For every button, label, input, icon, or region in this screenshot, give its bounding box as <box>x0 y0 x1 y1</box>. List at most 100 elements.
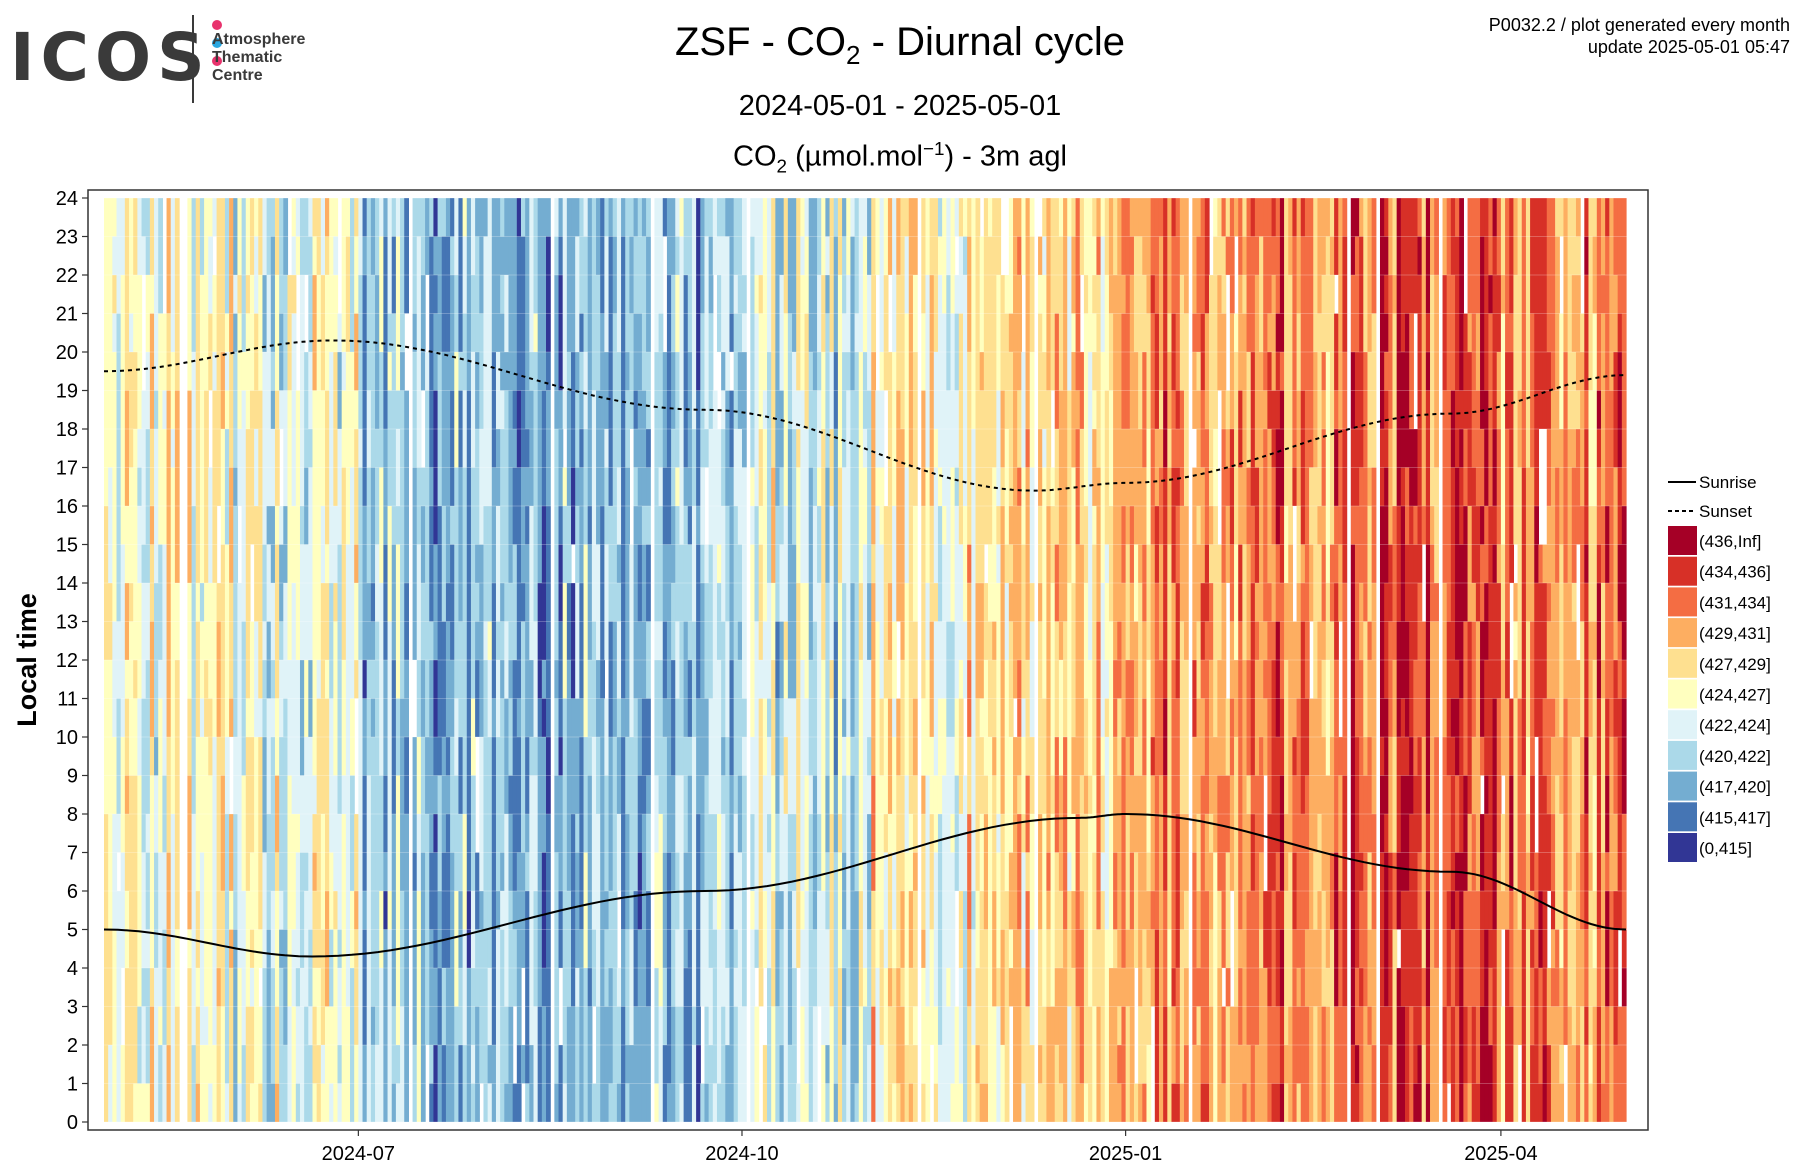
heatmap-cell <box>625 198 630 237</box>
heatmap-cell <box>1267 198 1273 314</box>
heatmap-cell <box>725 852 731 968</box>
heatmap-cell <box>942 544 947 660</box>
heatmap-cell <box>687 891 693 930</box>
heatmap-cell <box>1063 737 1068 776</box>
heatmap-cell <box>295 198 301 237</box>
heatmap-cell <box>1446 198 1452 237</box>
heatmap-cell <box>1363 506 1369 545</box>
heatmap-cell <box>1517 698 1523 814</box>
heatmap-cell <box>1300 698 1306 814</box>
heatmap-cell <box>779 390 785 468</box>
heatmap-cell <box>495 929 501 1007</box>
heatmap-cell <box>579 467 585 583</box>
heatmap-cell <box>224 968 230 1084</box>
heatmap-cell <box>1229 621 1235 699</box>
update-stamp: update 2025-05-01 05:47 <box>1587 37 1790 57</box>
heatmap-cell <box>433 1045 439 1122</box>
heatmap-cell <box>520 583 526 622</box>
heatmap-cell <box>1542 544 1548 583</box>
heatmap-cell <box>1475 621 1481 660</box>
heatmap-cell <box>337 1045 343 1084</box>
heatmap-cell <box>1108 313 1114 391</box>
heatmap-cell <box>1171 390 1177 429</box>
heatmap-cell <box>1088 275 1093 352</box>
heatmap-cell <box>375 737 380 814</box>
heatmap-cell <box>1563 198 1569 237</box>
heatmap-cell <box>671 198 676 275</box>
heatmap-cell <box>254 198 259 237</box>
heatmap-cell <box>129 198 134 275</box>
heatmap-cell <box>354 891 359 930</box>
title-sub: 2 <box>846 40 861 70</box>
heatmap-cell <box>1509 352 1515 468</box>
heatmap-cell <box>1484 660 1489 776</box>
heatmap-cell <box>975 352 981 391</box>
heatmap-cell <box>783 737 789 814</box>
heatmap-cell <box>1509 198 1515 314</box>
heatmap-cell <box>608 313 614 391</box>
heatmap-cell <box>1288 1006 1294 1122</box>
heatmap-cell <box>1384 929 1389 968</box>
heatmap-cell <box>654 1083 660 1122</box>
heatmap-cell <box>254 814 259 891</box>
heatmap-cell <box>933 852 939 968</box>
heatmap-cell <box>875 698 881 737</box>
heatmap-cell <box>1338 891 1344 968</box>
heatmap-cell <box>1008 852 1014 891</box>
heatmap-cell <box>1242 1045 1248 1084</box>
heatmap-cell <box>979 352 985 391</box>
heatmap-cell <box>725 506 731 622</box>
heatmap-cell <box>908 544 914 622</box>
heatmap-cell <box>229 968 234 1007</box>
heatmap-cell <box>1430 544 1435 622</box>
heatmap-cell <box>333 198 339 237</box>
heatmap-cell <box>1150 467 1156 545</box>
heatmap-cell <box>387 1006 393 1122</box>
heatmap-cell <box>1054 429 1060 545</box>
heatmap-cell <box>450 236 455 275</box>
heatmap-cell <box>195 1083 201 1122</box>
heatmap-cell <box>1500 660 1506 776</box>
heatmap-cell <box>1425 660 1431 699</box>
heatmap-cell <box>1505 429 1510 545</box>
heatmap-cell <box>291 1006 297 1045</box>
heatmap-cell <box>158 1045 163 1122</box>
legend-swatch <box>1668 771 1697 801</box>
heatmap-cell <box>1083 583 1089 660</box>
heatmap-cell <box>345 775 351 891</box>
heatmap-cell <box>525 467 530 506</box>
heatmap-cell <box>1071 775 1077 814</box>
heatmap-cell <box>1271 660 1277 776</box>
heatmap-cell <box>495 352 501 429</box>
heatmap-cell <box>954 583 960 699</box>
heatmap-cell <box>1534 698 1540 737</box>
heatmap-cell <box>220 621 226 660</box>
heatmap-cell <box>1550 1006 1556 1084</box>
heatmap-cell <box>1434 1045 1439 1122</box>
heatmap-cell <box>1563 467 1569 583</box>
heatmap-cell <box>1004 544 1010 583</box>
heatmap-cell <box>1088 929 1093 1007</box>
heatmap-cell <box>954 275 960 314</box>
heatmap-cell <box>821 352 826 391</box>
heatmap-cell <box>662 352 668 468</box>
heatmap-cell <box>992 737 997 776</box>
heatmap-cell <box>1200 814 1206 930</box>
heatmap-cell <box>462 814 468 930</box>
heatmap-cell <box>1075 737 1081 814</box>
heatmap-cell <box>274 275 280 391</box>
heatmap-cell <box>988 1083 993 1122</box>
heatmap-cell <box>249 390 255 429</box>
heatmap-cell <box>108 814 113 930</box>
heatmap-cell <box>1079 621 1085 737</box>
heatmap-cell <box>291 929 297 1007</box>
heatmap-cell <box>204 737 209 814</box>
heatmap-cell <box>937 467 943 506</box>
heatmap-cell <box>1146 891 1152 968</box>
heatmap-cell <box>741 275 747 314</box>
heatmap-cell <box>1017 660 1022 737</box>
heatmap-cell <box>170 698 176 814</box>
heatmap-cell <box>375 891 380 968</box>
heatmap-cell <box>1613 891 1619 1007</box>
heatmap-cell <box>741 737 747 776</box>
